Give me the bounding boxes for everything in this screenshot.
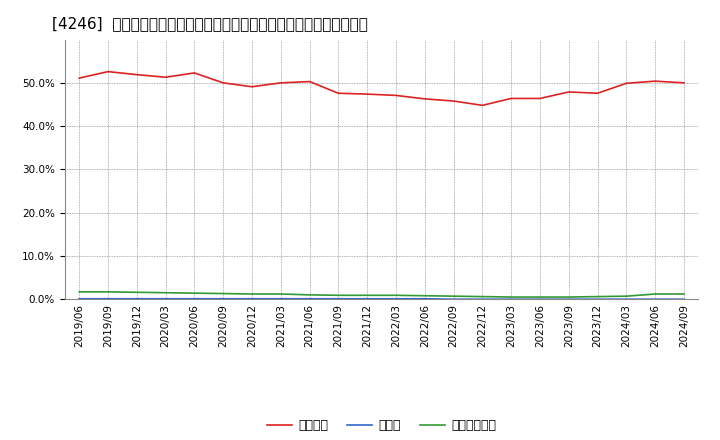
自己資本 (104, 69, 112, 74)
自己資本 (248, 84, 256, 89)
のれん (190, 296, 199, 301)
のれん (276, 296, 285, 301)
繰延税金資産 (536, 294, 544, 300)
のれん (564, 297, 573, 302)
繰延税金資産 (161, 290, 170, 295)
のれん (651, 297, 660, 302)
自己資本 (478, 103, 487, 108)
Legend: 自己資本, のれん, 繰延税金資産: 自己資本, のれん, 繰延税金資産 (262, 414, 501, 437)
繰延税金資産 (392, 293, 400, 298)
自己資本 (276, 80, 285, 85)
自己資本 (334, 91, 343, 96)
のれん (593, 297, 602, 302)
のれん (622, 297, 631, 302)
Line: 自己資本: 自己資本 (79, 72, 684, 105)
自己資本 (507, 96, 516, 101)
自己資本 (363, 92, 372, 97)
自己資本 (75, 76, 84, 81)
繰延税金資産 (420, 293, 429, 298)
自己資本 (564, 89, 573, 95)
自己資本 (392, 93, 400, 98)
のれん (478, 297, 487, 302)
繰延税金資産 (680, 291, 688, 297)
Text: [4246]  自己資本、のれん、繰延税金資産の総資産に対する比率の推移: [4246] 自己資本、のれん、繰延税金資産の総資産に対する比率の推移 (52, 16, 368, 32)
繰延税金資産 (132, 290, 141, 295)
のれん (132, 296, 141, 301)
Line: 繰延税金資産: 繰延税金資産 (79, 292, 684, 297)
繰延税金資産 (75, 289, 84, 294)
自己資本 (420, 96, 429, 102)
繰延税金資産 (334, 293, 343, 298)
自己資本 (449, 99, 458, 104)
のれん (104, 296, 112, 301)
自己資本 (536, 96, 544, 101)
繰延税金資産 (219, 291, 228, 296)
繰延税金資産 (190, 290, 199, 296)
自己資本 (132, 72, 141, 77)
のれん (420, 296, 429, 301)
繰延税金資産 (449, 293, 458, 299)
のれん (680, 297, 688, 302)
のれん (305, 296, 314, 301)
繰延税金資産 (104, 289, 112, 294)
繰延税金資産 (276, 291, 285, 297)
のれん (363, 296, 372, 301)
自己資本 (651, 78, 660, 84)
のれん (392, 296, 400, 301)
繰延税金資産 (478, 294, 487, 299)
繰延税金資産 (363, 293, 372, 298)
繰延税金資産 (622, 293, 631, 299)
自己資本 (161, 75, 170, 80)
自己資本 (190, 70, 199, 76)
のれん (219, 296, 228, 301)
のれん (449, 297, 458, 302)
繰延税金資産 (564, 294, 573, 300)
のれん (507, 297, 516, 302)
繰延税金資産 (305, 292, 314, 297)
のれん (161, 296, 170, 301)
繰延税金資産 (651, 291, 660, 297)
のれん (75, 296, 84, 301)
自己資本 (680, 80, 688, 85)
のれん (536, 297, 544, 302)
自己資本 (305, 79, 314, 84)
のれん (334, 296, 343, 301)
自己資本 (593, 91, 602, 96)
自己資本 (622, 81, 631, 86)
繰延税金資産 (248, 291, 256, 297)
のれん (248, 296, 256, 301)
繰延税金資産 (593, 294, 602, 299)
自己資本 (219, 80, 228, 85)
繰延税金資産 (507, 294, 516, 300)
